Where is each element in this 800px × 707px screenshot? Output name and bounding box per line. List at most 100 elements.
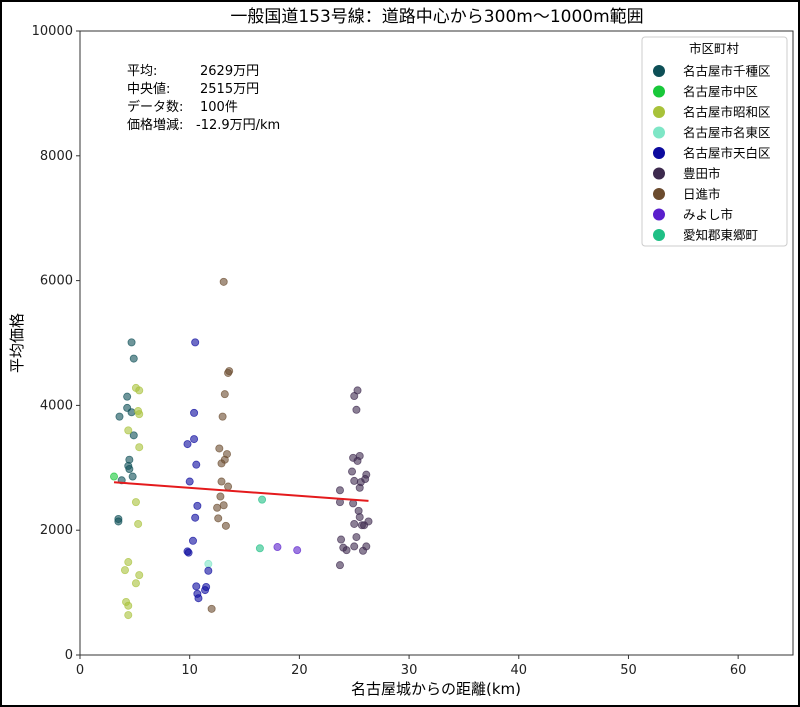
x-tick-label: 10 [181, 663, 198, 678]
data-points [110, 277, 373, 620]
data-point [192, 460, 201, 469]
y-tick-label: 0 [65, 648, 73, 663]
stat-label: 中央値: [127, 81, 170, 97]
legend-marker [653, 106, 665, 118]
data-point [350, 519, 359, 528]
data-point [221, 521, 230, 530]
x-tick-label: 50 [620, 663, 637, 678]
data-point [131, 498, 140, 507]
data-point [184, 548, 193, 557]
legend-marker [653, 188, 665, 200]
legend: 市区町村 名古屋市千種区名古屋市中区名古屋市昭和区名古屋市名東区名古屋市天白区豊… [641, 36, 788, 247]
x-tick-label: 30 [401, 663, 418, 678]
legend-label: 名古屋市名東区 [683, 125, 771, 140]
y-axis-label: 平均価格 [8, 313, 26, 373]
y-axis: 0 2000 4000 6000 8000 10000 [32, 24, 80, 663]
data-point [335, 561, 344, 570]
y-tick-label: 4000 [40, 398, 73, 413]
data-point [214, 514, 223, 523]
data-point [293, 546, 302, 555]
data-point [129, 431, 138, 440]
data-point [207, 604, 216, 613]
data-point [191, 338, 200, 347]
legend-label: 豊田市 [683, 166, 721, 181]
y-tick-label: 10000 [32, 24, 73, 39]
stat-value: 2515万円 [200, 82, 259, 97]
data-point [125, 465, 134, 474]
data-point [120, 566, 129, 575]
data-point [360, 521, 369, 530]
data-point [135, 571, 144, 580]
data-point [190, 408, 199, 417]
legend-label: みよし市 [683, 207, 733, 222]
data-point [350, 542, 359, 551]
data-point [124, 558, 133, 567]
data-point [217, 459, 226, 468]
trend-line [113, 481, 369, 502]
stat-value: -12.9万円/km [196, 118, 280, 133]
data-point [355, 483, 364, 492]
data-point [110, 472, 119, 481]
legend-marker [653, 85, 665, 98]
data-point [183, 440, 192, 449]
data-point [129, 354, 138, 363]
data-point [190, 435, 199, 444]
data-point [348, 467, 357, 476]
legend-marker [653, 147, 665, 159]
data-point [127, 338, 136, 347]
legend-marker [653, 208, 665, 221]
y-tick-label: 8000 [40, 149, 73, 164]
data-point [192, 582, 201, 591]
x-tick-label: 40 [510, 663, 527, 678]
stat-value: 100件 [200, 100, 238, 115]
legend-title: 市区町村 [689, 41, 740, 56]
y-tick-label: 2000 [40, 523, 73, 538]
data-point [114, 517, 123, 526]
data-point [123, 392, 132, 401]
legend-box [641, 36, 788, 247]
data-point [273, 543, 282, 552]
data-point [191, 513, 200, 522]
data-point [185, 477, 194, 486]
data-point [135, 410, 144, 419]
data-point [219, 501, 228, 510]
data-point [217, 477, 226, 486]
data-point [128, 472, 137, 481]
data-point [204, 566, 213, 575]
chart-title: 一般国道153号線：道路中心から300m～1000m範囲 [230, 7, 643, 27]
legend-label: 名古屋市昭和区 [683, 105, 771, 120]
legend-marker [653, 65, 665, 77]
data-point [135, 443, 144, 452]
legend-label: 名古屋市天白区 [683, 146, 771, 161]
data-point [201, 586, 210, 595]
data-point [194, 594, 203, 603]
x-tick-label: 60 [730, 663, 747, 678]
data-point [355, 513, 364, 522]
data-point [127, 408, 136, 417]
data-point [204, 559, 213, 568]
stat-label: 価格増減: [127, 117, 183, 133]
data-point [224, 482, 233, 491]
legend-marker [653, 229, 665, 241]
data-point [124, 426, 133, 435]
stat-label: データ数: [127, 99, 183, 115]
data-point [352, 405, 361, 414]
stat-label: 平均: [127, 64, 157, 79]
data-point [352, 533, 361, 542]
data-point [350, 392, 359, 401]
data-point [335, 486, 344, 495]
data-point [124, 601, 133, 610]
data-point [258, 495, 267, 504]
x-axis: 0 10 20 30 40 50 60 [76, 655, 747, 678]
data-point [220, 390, 229, 399]
data-point [193, 501, 202, 510]
legend-marker [653, 126, 665, 139]
data-point [115, 412, 124, 421]
data-point [350, 476, 359, 485]
legend-label: 愛知郡東郷町 [683, 228, 758, 243]
legend-label: 名古屋市中区 [683, 84, 758, 99]
x-tick-label: 0 [76, 663, 84, 678]
